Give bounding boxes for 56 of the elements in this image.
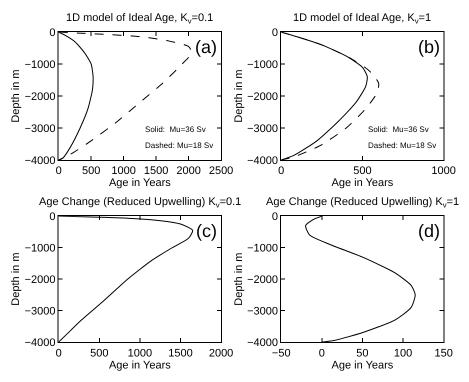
- y-tick-label: −2000: [247, 90, 278, 103]
- annotation: (c): [196, 221, 217, 241]
- x-tick-label: 0: [318, 347, 325, 360]
- y-tick-label: 0: [49, 211, 56, 223]
- y-tick-label: 0: [272, 211, 278, 223]
- y-axis-title: Depth in m: [232, 69, 245, 123]
- x-tick-label: 150: [434, 347, 453, 360]
- y-tick-label: −3000: [24, 305, 56, 318]
- x-tick-label: 500: [353, 165, 372, 178]
- x-tick-label: 1000: [111, 165, 136, 178]
- x-tick-label: 50: [356, 347, 369, 360]
- y-tick-label: −4000: [247, 154, 278, 167]
- y-tick-label: −1000: [24, 242, 56, 254]
- y-tick-label: −2000: [24, 274, 56, 286]
- x-tick-label: 1000: [431, 165, 456, 178]
- x-axis-title: Age in Years: [332, 359, 394, 372]
- y-tick-label: −3000: [24, 122, 56, 135]
- y-tick-label: −2000: [24, 90, 56, 103]
- y-tick-label: −4000: [24, 154, 56, 167]
- annotation: Solid: Mu=36 Sv: [145, 125, 206, 134]
- x-tick-label: 500: [82, 165, 100, 178]
- annotation: (d): [418, 221, 440, 241]
- chart-title: 1D model of Ideal Age, K$_{v}$=0.1: [66, 12, 214, 26]
- x-axis-title: Age in Years: [108, 177, 172, 190]
- y-tick-label: −4000: [24, 336, 56, 349]
- x-tick-label: −50: [272, 347, 291, 360]
- annotation: Dashed: Mu=18 Sv: [368, 141, 436, 150]
- annotation: Solid: Mu=36 Sv: [368, 125, 429, 134]
- annotation: Dashed: Mu=18 Sv: [145, 141, 214, 150]
- y-tick-label: −3000: [247, 305, 278, 318]
- y-tick-label: −1000: [247, 242, 278, 254]
- y-tick-label: −4000: [247, 336, 278, 349]
- y-axis-title: Depth in m: [10, 69, 22, 123]
- x-tick-label: 500: [90, 347, 108, 360]
- x-tick-label: 1500: [168, 347, 193, 360]
- y-tick-label: −1000: [24, 58, 56, 71]
- x-tick-label: 2500: [208, 165, 234, 178]
- x-tick-label: 2000: [176, 165, 201, 178]
- x-tick-label: 1000: [128, 347, 152, 360]
- x-tick-label: 2000: [208, 347, 234, 360]
- chart-title: 1D model of Ideal Age, K$_{v}$=1: [293, 12, 432, 26]
- y-tick-label: 0: [49, 26, 56, 39]
- y-tick-label: 0: [272, 26, 278, 39]
- annotation: (b): [418, 37, 440, 57]
- y-tick-label: −2000: [247, 274, 278, 286]
- y-axis-title: Depth in m: [232, 252, 245, 306]
- x-axis-title: Age in Years: [332, 177, 394, 190]
- chart-title: Age Change (Reduced Upwelling) K$_{v}$=0.1: [39, 196, 242, 210]
- annotation: (a): [195, 37, 217, 57]
- y-tick-label: −1000: [247, 58, 278, 71]
- x-tick-label: 100: [394, 347, 412, 360]
- x-tick-label: 1500: [144, 165, 168, 178]
- x-axis-title: Age in Years: [108, 359, 172, 372]
- y-axis-title: Depth in m: [10, 252, 22, 306]
- chart-title: Age Change (Reduced Upwelling) K$_{v}$=1: [266, 196, 460, 210]
- y-tick-label: −3000: [247, 122, 278, 135]
